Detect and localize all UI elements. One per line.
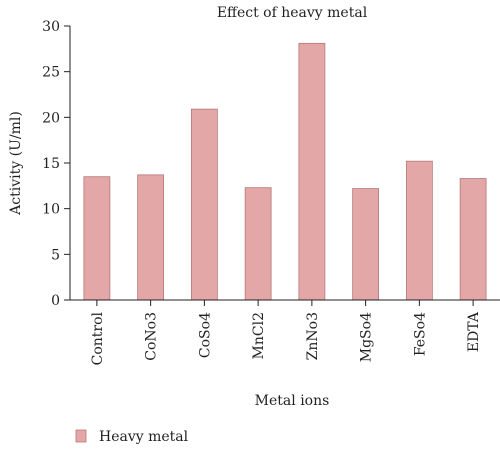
y-tick-label: 15 [42, 156, 60, 172]
bar-coso4 [190, 108, 218, 301]
x-tick-label: MnCl2 [251, 312, 267, 359]
x-axis-label: Metal ions [255, 393, 330, 409]
x-tick-label: Control [90, 311, 106, 365]
bar-znno3 [298, 42, 326, 301]
legend: Heavy metal [75, 429, 189, 445]
y-tick-label: 20 [42, 110, 60, 126]
bar-mgso4 [352, 188, 380, 301]
x-tick-label: CoSo4 [197, 312, 213, 358]
chart-title: Effect of heavy metal [217, 5, 368, 21]
y-tick-label: 25 [42, 65, 60, 81]
legend-label: Heavy metal [99, 429, 189, 445]
legend-swatch [75, 429, 87, 443]
x-tick-label: ZnNo3 [305, 312, 321, 360]
bar-mncl2 [244, 187, 272, 301]
x-tick-label: FeSo4 [412, 312, 428, 356]
x-tick-label: MgSo4 [359, 312, 375, 362]
bar-edta [459, 178, 487, 301]
x-axis-ticks: Control CoNo3 CoSo4 MnCl2 ZnNo3 MgSo4 FeSo4 EDT… [90, 300, 482, 365]
y-tick-label: 10 [42, 202, 60, 218]
bars [83, 42, 487, 301]
x-tick-label: EDTA [466, 311, 482, 352]
axes [69, 26, 500, 301]
bar-control [83, 176, 111, 301]
y-tick-label: 5 [51, 247, 60, 263]
x-tick-label: CoNo3 [144, 312, 160, 361]
y-axis-ticks: 0 5 10 15 20 25 30 [42, 19, 70, 309]
y-tick-label: 30 [42, 19, 60, 35]
y-tick-label: 0 [51, 293, 60, 309]
bar-feso4 [405, 160, 433, 301]
bar-cono3 [137, 174, 165, 301]
y-axis-label: Activity (U/ml) [8, 111, 24, 216]
